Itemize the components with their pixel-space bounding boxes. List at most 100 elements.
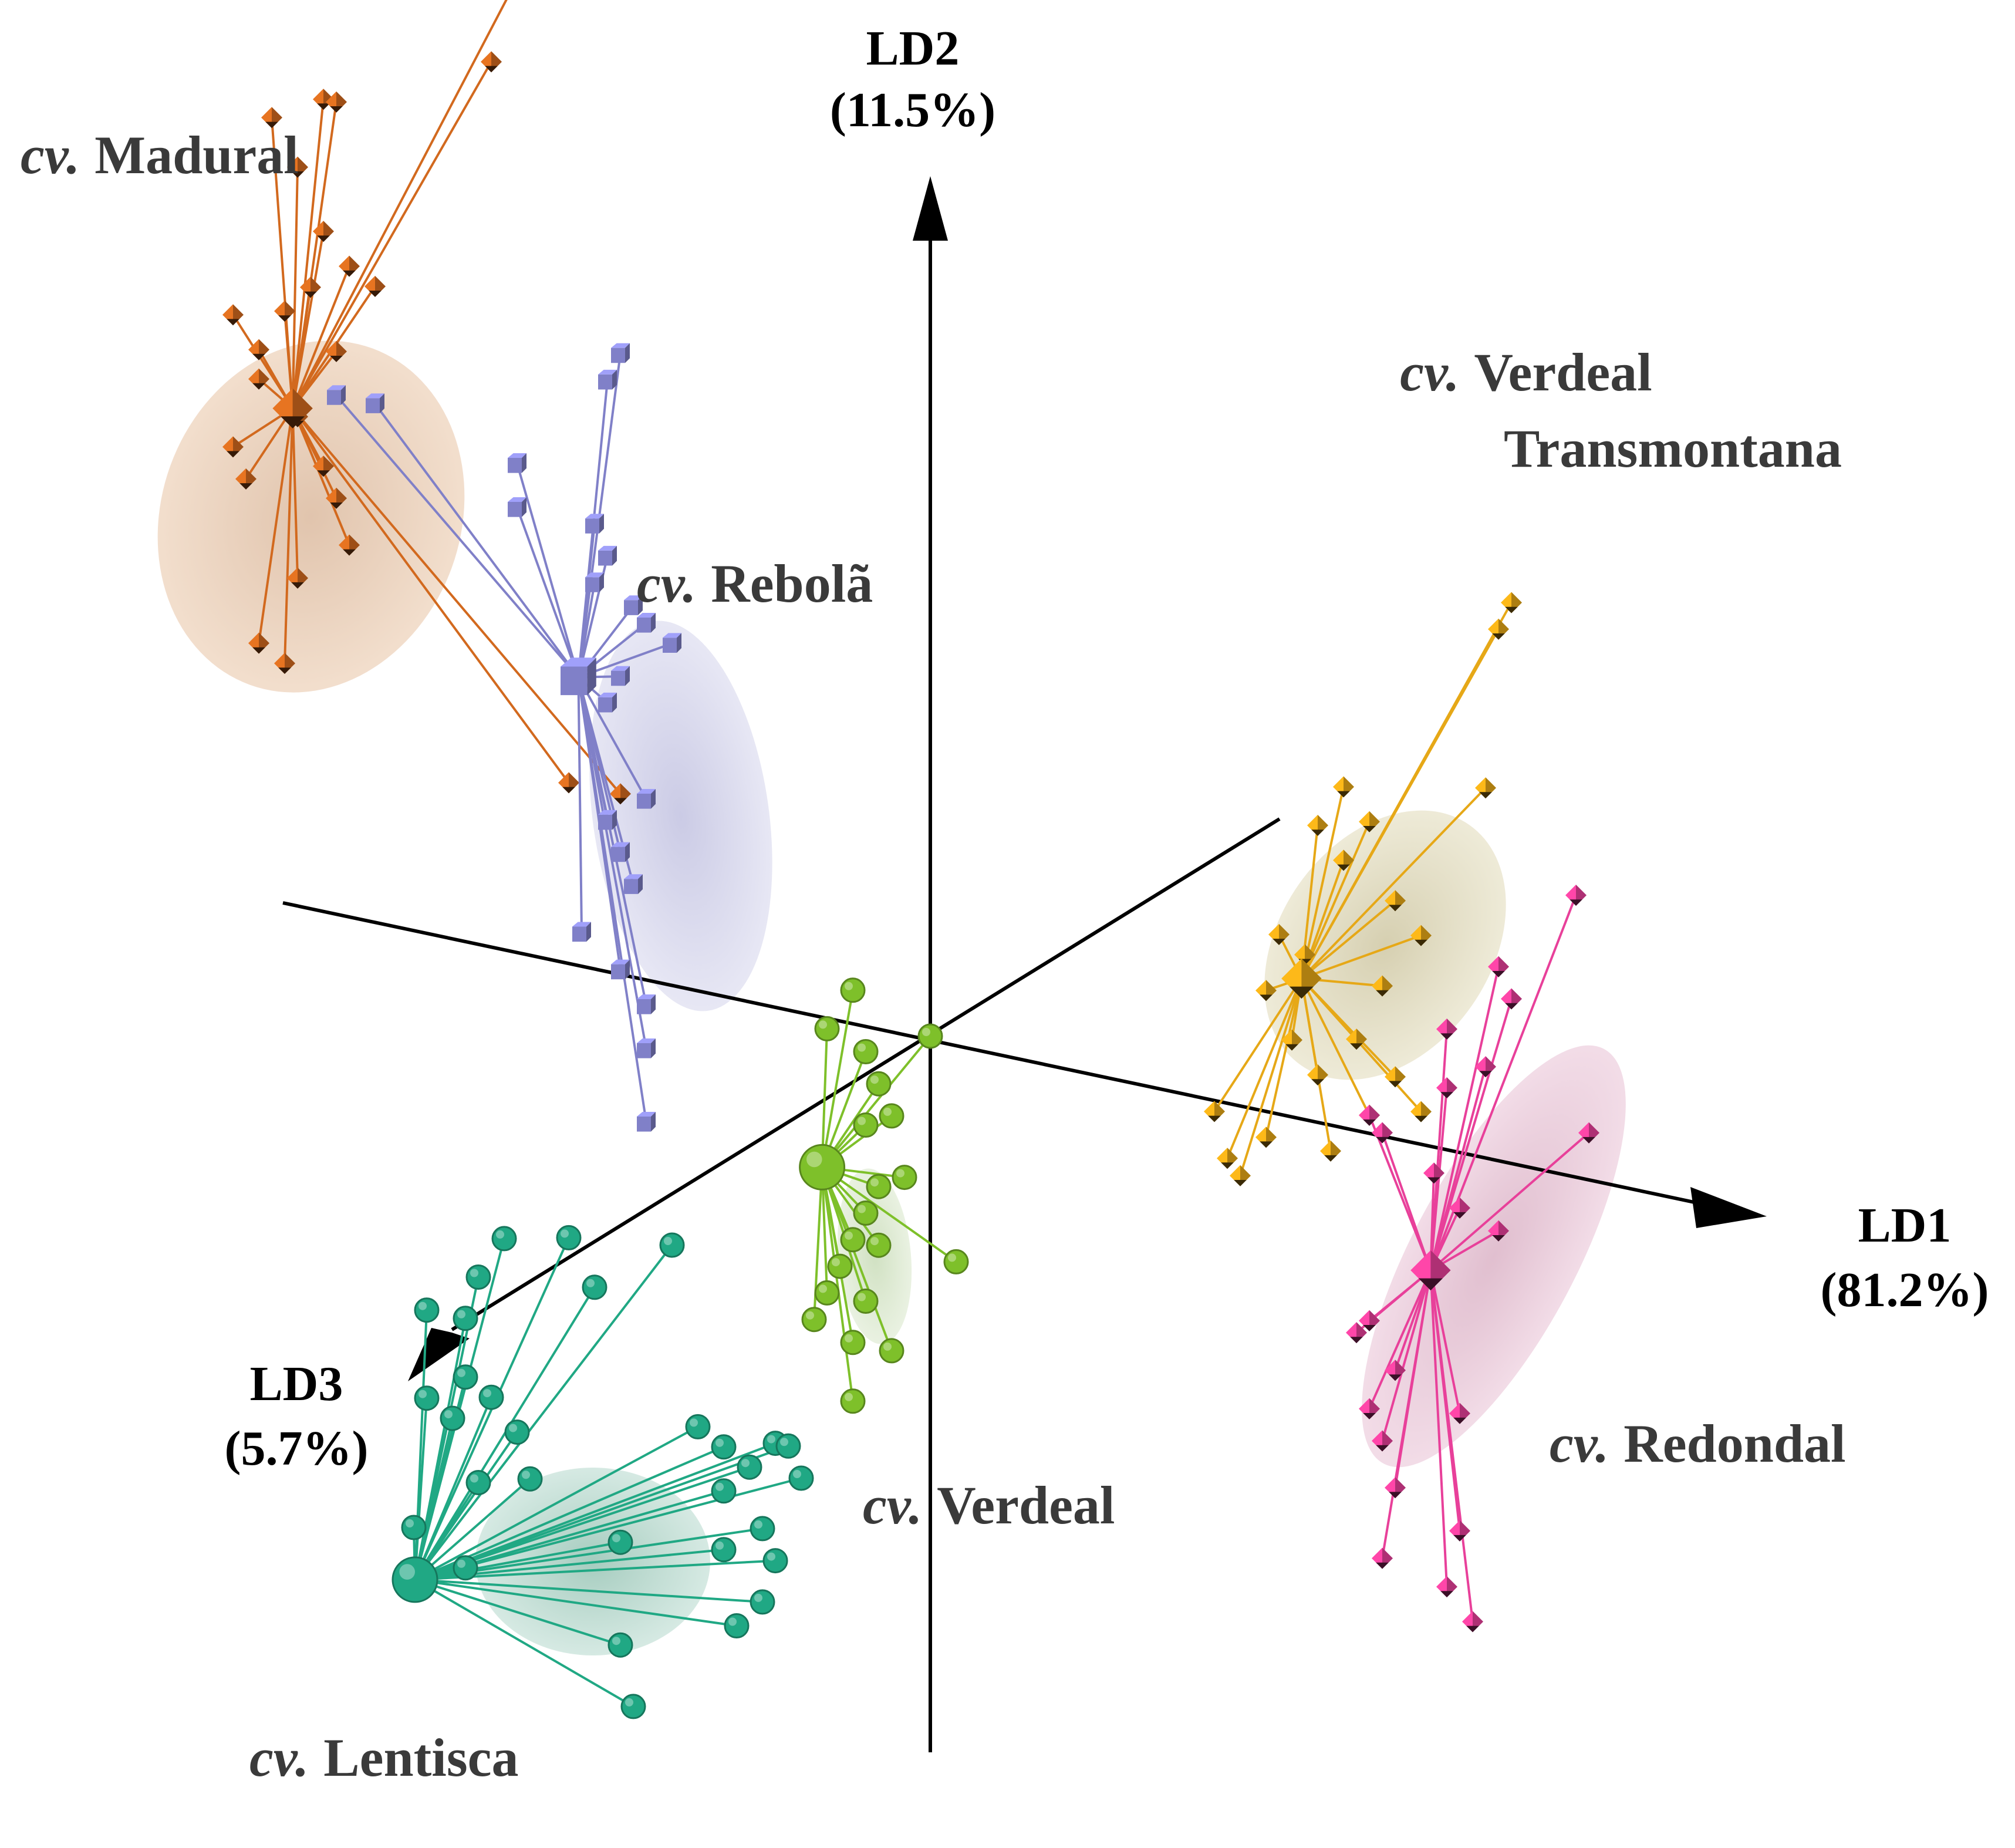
verdeal-transmontana-spoke [1300, 787, 1487, 980]
verdeal-spoke [821, 1166, 893, 1351]
verdeal-point [814, 1280, 840, 1306]
verdeal-transmontana-point [1230, 1165, 1251, 1186]
verdeal-transmontana-point [1255, 1127, 1277, 1148]
lentisca-spoke [414, 1578, 737, 1627]
redondal-spoke [1430, 1132, 1590, 1272]
lentisca-point [711, 1478, 737, 1504]
verdeal-point [879, 1338, 904, 1364]
redondal-point [1578, 1122, 1599, 1144]
rebol-point [637, 1038, 656, 1058]
verdeal-point [866, 1071, 892, 1097]
label-madural-prefix: cv. [21, 125, 80, 185]
series-redondal [1346, 885, 1599, 1633]
lentisca-spoke [414, 1318, 467, 1580]
ellipsoid-madural [157, 340, 465, 693]
rebol-centroid [561, 657, 596, 696]
verdeal-point [866, 1173, 892, 1199]
rebol-point [327, 385, 346, 405]
verdeal-point [840, 1330, 866, 1355]
lentisca-point [737, 1454, 762, 1480]
verdeal-transmontana-point [1488, 618, 1509, 640]
series-layer [222, 0, 1599, 1719]
madural-point [610, 783, 631, 805]
lentisca-spoke [414, 1477, 802, 1581]
rebol-point [637, 613, 656, 633]
verdeal-transmontana-point [1307, 1064, 1328, 1085]
lentisca-spoke [414, 1398, 428, 1580]
rebol-spoke [577, 676, 647, 800]
ld1-axis-name: LD1 [1858, 1198, 1952, 1253]
rebol-spoke [577, 677, 647, 1049]
madural-point [248, 632, 269, 654]
madural-spoke [292, 407, 622, 795]
rebol-spoke [335, 394, 579, 679]
verdeal-transmontana-spoke [1265, 978, 1303, 1138]
series-verdeal [799, 977, 969, 1414]
label-rebola: cv. Rebolã [637, 554, 873, 613]
lentisca-point [440, 1405, 465, 1431]
lentisca-point [453, 1306, 478, 1331]
madural-spoke [291, 407, 350, 546]
verdeal-transmontana-point [1268, 923, 1290, 945]
lentisca-point [504, 1419, 530, 1445]
lentisca-point [659, 1232, 685, 1258]
label-lentisca: cv. Lentisca [249, 1728, 518, 1788]
redondal-spoke [1429, 998, 1513, 1271]
madural-spoke [291, 407, 570, 784]
ld1-arrowhead [1690, 1187, 1767, 1228]
madural-point [287, 156, 308, 178]
madural-point [364, 275, 386, 297]
redondal-spoke [1429, 1087, 1448, 1271]
redondal-point [1449, 1402, 1470, 1424]
verdeal-centroid [799, 1144, 846, 1191]
redondal-point [1436, 1019, 1457, 1040]
lentisca-point [711, 1434, 737, 1460]
redondal-point [1372, 1430, 1393, 1452]
redondal-point [1565, 885, 1587, 906]
redondal-point [1449, 1197, 1470, 1219]
series-lentisca [391, 1225, 814, 1719]
lentisca-centroid [391, 1556, 438, 1603]
confidence-ellipsoids [157, 340, 1626, 1655]
ld3-axis-name: LD3 [250, 1357, 343, 1411]
madural-spoke [291, 265, 350, 409]
rebol-spoke [516, 463, 580, 678]
redondal-point [1359, 1310, 1380, 1331]
verdeal-point [840, 1388, 866, 1414]
redondal-point [1501, 988, 1522, 1010]
rebol-spoke [577, 524, 596, 677]
verdeal-transmontana-spoke [1300, 978, 1332, 1152]
rebol-point [572, 922, 591, 942]
rebol-point [624, 874, 643, 894]
madural-point [248, 368, 269, 390]
lentisca-spoke [414, 1418, 454, 1580]
rebol-spoke [374, 403, 580, 678]
verdeal-transmontana-point [1359, 811, 1380, 832]
series-verdeal-transmontana [1204, 592, 1522, 1186]
lentisca-point [711, 1537, 737, 1563]
redondal-spoke [1381, 1270, 1432, 1442]
lentisca-spoke [414, 1445, 789, 1581]
lentisca-point [401, 1515, 427, 1540]
verdeal-transmontana-spoke [1213, 977, 1303, 1112]
rebol-point [637, 1112, 656, 1132]
rebol-spoke [577, 677, 583, 933]
verdeal-transmontana-spoke [1301, 899, 1396, 980]
ld2-axis-variance: (11.5%) [830, 83, 995, 137]
madural-spoke [258, 408, 294, 643]
lentisca-point [607, 1632, 633, 1658]
redondal-spoke [1368, 1270, 1432, 1409]
madural-point [274, 653, 295, 674]
lentisca-spoke [414, 1579, 634, 1708]
madural-point [326, 487, 347, 509]
lentisca-point [620, 1694, 646, 1719]
verdeal-point [840, 977, 866, 1003]
label-rebola-prefix: cv. [637, 554, 696, 613]
verdeal-transmontana-centroid [1281, 958, 1322, 999]
redondal-spoke [1429, 1270, 1461, 1414]
lentisca-point [775, 1433, 801, 1459]
ld1-label: LD1 (81.2%) [1821, 1198, 1989, 1317]
verdeal-point [853, 1200, 879, 1226]
lentisca-point [465, 1264, 491, 1290]
rebol-point [366, 393, 384, 413]
